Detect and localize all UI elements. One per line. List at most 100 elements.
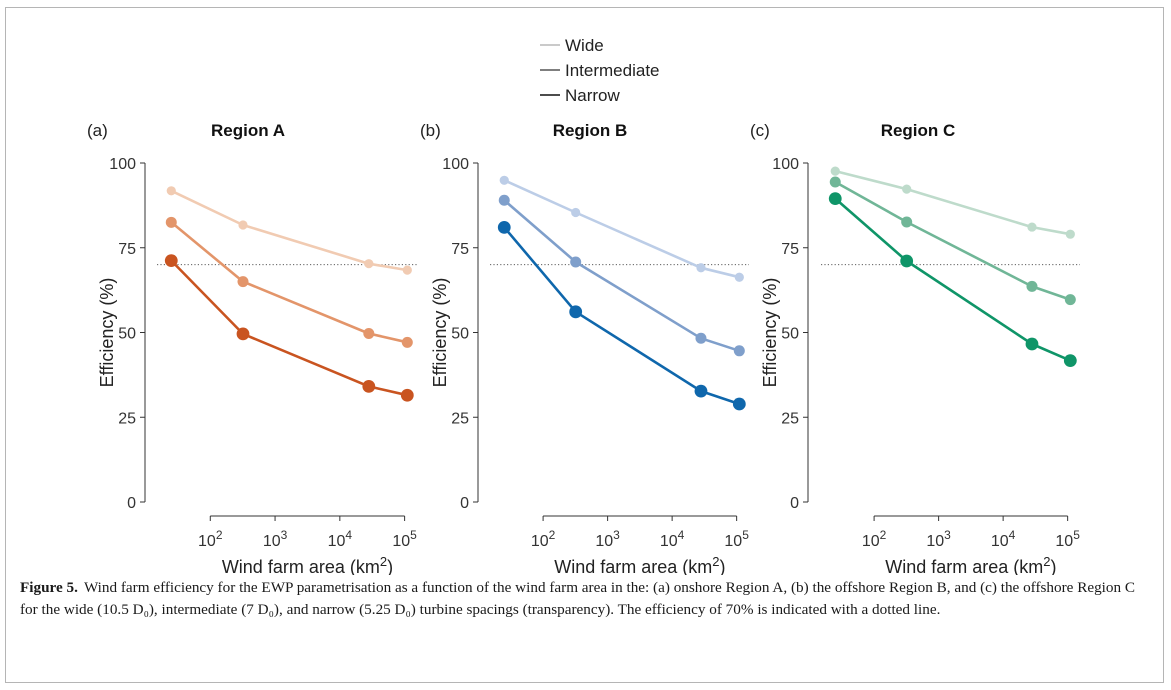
series-line-narrow	[503, 226, 740, 406]
data-point	[498, 194, 510, 206]
y-tick-label: 100	[109, 156, 136, 173]
data-point	[829, 176, 841, 188]
y-tick-label: 50	[781, 326, 799, 343]
data-point	[828, 192, 842, 205]
x-tick-label: 105	[724, 528, 749, 550]
x-tick-label: 103	[926, 528, 951, 550]
x-axis-label: Wind farm area (km2)	[554, 554, 725, 575]
x-tick-label: 104	[991, 528, 1016, 550]
data-point	[238, 220, 248, 230]
y-tick-label: 25	[451, 410, 469, 427]
y-tick-label: 50	[118, 326, 136, 343]
legend-label-wide: Wide	[565, 36, 604, 55]
y-axis-label: Efficiency (%)	[760, 278, 780, 388]
data-point	[732, 397, 746, 411]
x-tick-label: 102	[531, 528, 556, 550]
series-line-wide	[503, 179, 740, 279]
data-point	[362, 380, 376, 393]
panel-label: (b)	[420, 121, 441, 140]
data-point	[1065, 229, 1075, 239]
data-point	[165, 216, 177, 228]
data-point	[694, 384, 708, 398]
data-point	[1064, 294, 1076, 306]
y-axis-label: Efficiency (%)	[97, 278, 117, 388]
panel-title: Region B	[553, 121, 628, 140]
series-line-intermediate	[170, 221, 408, 344]
series-wide	[166, 186, 412, 275]
chart-panel-2: (b) Region B 0 25 50 75 100 Efficiency (%) 102 10…	[420, 121, 749, 575]
data-point	[401, 336, 413, 348]
y-tick-label: 0	[127, 495, 136, 512]
y-tick-label: 25	[781, 410, 799, 427]
data-point	[695, 332, 707, 344]
data-point	[1026, 280, 1038, 292]
x-tick-label: 104	[660, 528, 685, 550]
y-axis-label: Efficiency (%)	[430, 278, 450, 388]
panel-label: (c)	[750, 121, 770, 140]
x-tick-label: 102	[862, 528, 887, 550]
series-intermediate	[498, 194, 745, 357]
series-narrow	[828, 192, 1077, 368]
data-point	[570, 256, 582, 268]
series-line-wide	[170, 189, 408, 272]
chart-panel-1: (a) Region A 0 25 50 75 100 Efficiency (%) 102 10…	[87, 121, 417, 575]
figure-chart: Wide Intermediate Narrow (a) Region A 0 25 50 75…	[87, 36, 1080, 575]
x-axis-label: Wind farm area (km2)	[222, 554, 393, 575]
y-tick-label: 100	[772, 156, 799, 173]
x-tick-label: 105	[1055, 528, 1080, 550]
data-point	[402, 265, 412, 275]
series-line-narrow	[170, 259, 408, 397]
y-tick-label: 50	[451, 326, 469, 343]
y-tick-label: 0	[790, 495, 799, 512]
data-point	[364, 259, 374, 269]
figure-caption: Figure 5. Wind farm efficiency for the EW…	[20, 577, 1150, 621]
y-tick-label: 75	[118, 241, 136, 258]
caption-label: Figure 5.	[20, 579, 78, 596]
y-tick-label: 25	[118, 410, 136, 427]
x-tick-label: 102	[198, 528, 223, 550]
data-point	[830, 166, 840, 176]
y-tick-label: 0	[460, 495, 469, 512]
data-point	[734, 272, 744, 282]
x-tick-label: 103	[595, 528, 620, 550]
caption-text: Wind farm efficiency for the EWP paramet…	[20, 579, 1136, 618]
data-point	[733, 345, 745, 357]
data-point	[499, 175, 509, 185]
y-tick-label: 100	[442, 156, 469, 173]
data-point	[166, 186, 176, 196]
chart-panel-3: (c) Region C 0 25 50 75 100 Efficiency (%) 102 10…	[750, 121, 1080, 575]
data-point	[363, 328, 375, 340]
data-point	[1027, 222, 1037, 232]
data-point	[696, 263, 706, 273]
legend-label-intermediate: Intermediate	[565, 61, 660, 80]
x-axis-label: Wind farm area (km2)	[885, 554, 1056, 575]
series-line-intermediate	[503, 199, 740, 353]
x-tick-label: 105	[392, 528, 417, 550]
data-point	[1063, 354, 1077, 368]
data-point	[1025, 337, 1039, 351]
series-line-intermediate	[834, 180, 1071, 301]
figure-frame	[5, 7, 1164, 683]
data-point	[569, 305, 583, 319]
series-narrow	[164, 254, 414, 402]
panel-label: (a)	[87, 121, 108, 140]
data-point	[902, 184, 912, 194]
legend-label-narrow: Narrow	[565, 86, 621, 105]
y-tick-label: 75	[451, 241, 469, 258]
series-wide	[830, 166, 1075, 239]
data-point	[497, 221, 511, 234]
data-point	[164, 254, 178, 268]
series-wide	[499, 175, 744, 282]
data-point	[237, 276, 249, 288]
data-point	[901, 216, 913, 228]
data-point	[236, 327, 250, 341]
panel-title: Region A	[211, 121, 285, 140]
x-tick-label: 104	[328, 528, 353, 550]
series-line-wide	[834, 169, 1071, 236]
legend: Wide Intermediate Narrow	[540, 36, 660, 105]
series-intermediate	[165, 216, 413, 348]
data-point	[571, 207, 581, 218]
y-tick-label: 75	[781, 241, 799, 258]
data-point	[900, 254, 914, 268]
panel-title: Region C	[881, 121, 956, 140]
